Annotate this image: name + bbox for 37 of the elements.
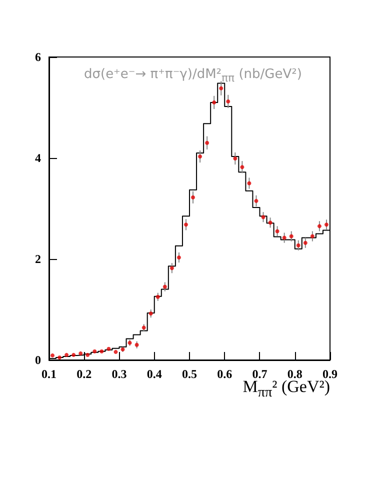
point — [162, 284, 167, 289]
point — [275, 229, 280, 234]
y-tick-label: 6 — [35, 50, 41, 64]
point — [176, 255, 181, 260]
point — [205, 140, 210, 145]
x-tick-label: 0.6 — [217, 367, 232, 381]
x-tick-label: 0.3 — [112, 367, 127, 381]
point — [212, 100, 216, 104]
point — [324, 222, 328, 227]
point — [303, 240, 308, 245]
point — [296, 243, 300, 248]
point — [289, 234, 294, 238]
x-tick-label: 0.4 — [146, 367, 162, 381]
y-tick-label: 2 — [35, 252, 41, 266]
point — [261, 215, 266, 220]
point — [191, 195, 196, 200]
point — [317, 224, 322, 228]
point — [219, 86, 224, 90]
point — [254, 198, 258, 203]
point — [233, 156, 238, 161]
point — [226, 99, 230, 104]
y-tick-label: 0 — [35, 353, 41, 367]
x-tick-label: 0.1 — [42, 367, 56, 381]
point — [310, 234, 314, 238]
point — [184, 222, 188, 227]
x-tick-label: 0.5 — [182, 367, 197, 381]
point — [268, 220, 272, 225]
point — [148, 312, 153, 316]
point — [282, 236, 286, 240]
x-tick-label: 0.2 — [76, 367, 92, 381]
point — [198, 154, 202, 158]
point — [170, 266, 174, 270]
point — [247, 181, 252, 186]
point — [156, 294, 160, 299]
y-tick-label: 4 — [35, 151, 41, 165]
point — [240, 165, 244, 170]
text: dσ(e⁺e⁻→ π⁺π⁻γ)/dM²$_{ππ}$ (nb/GeV²) — [84, 66, 302, 87]
